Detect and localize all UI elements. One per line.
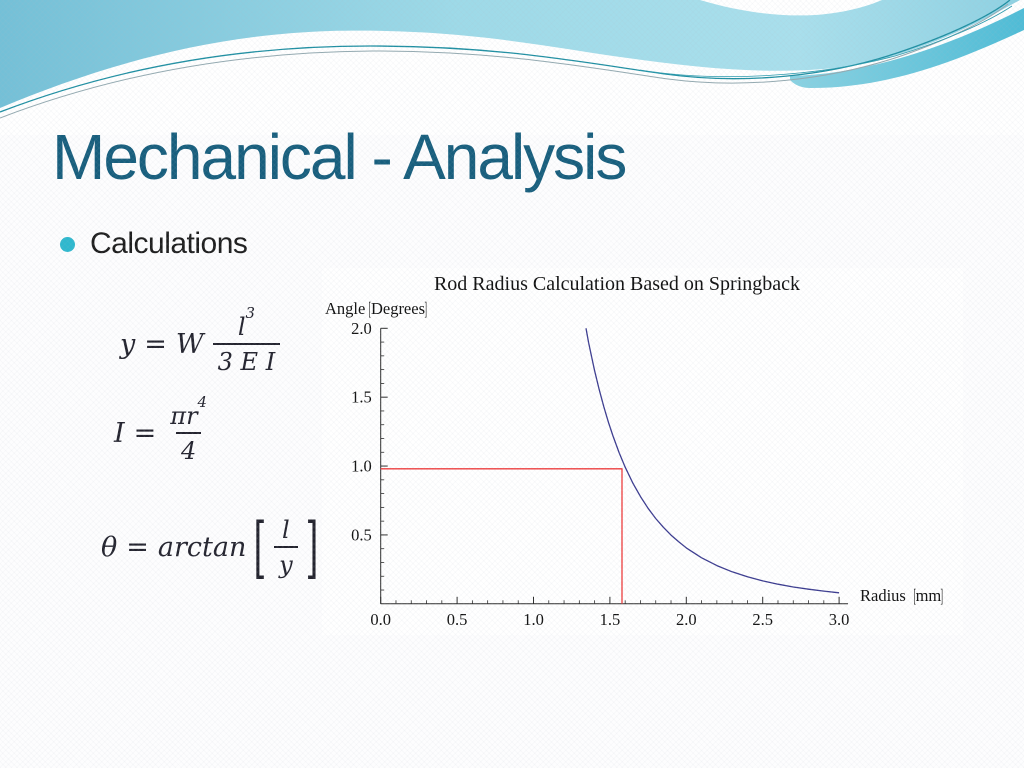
header-top-white-swoosh bbox=[700, 0, 882, 16]
fraction-denominator: 4 bbox=[176, 432, 202, 463]
y-tick-label: 1.0 bbox=[351, 457, 372, 476]
x-tick-label: 2.5 bbox=[752, 610, 773, 629]
bracket-close: ] bbox=[424, 297, 428, 320]
header-white-dome bbox=[0, 0, 1024, 135]
formula-lhs: θ bbox=[101, 532, 118, 564]
bracket-close: ] bbox=[940, 584, 944, 607]
x-tick-label: 0.5 bbox=[447, 610, 468, 629]
header-teal-band bbox=[790, 8, 1024, 88]
x-axis-label: Radius [mm] bbox=[860, 584, 944, 607]
formula-moment-of-inertia: I = πr4 4 bbox=[114, 392, 212, 463]
fraction-denominator: y bbox=[274, 546, 298, 577]
x-tick-label: 1.0 bbox=[523, 610, 544, 629]
formula-coefficient: W bbox=[175, 329, 204, 360]
slide-title: Mechanical - Analysis bbox=[52, 121, 627, 193]
header-wave-decoration bbox=[0, 0, 1024, 135]
chart-title: Rod Radius Calculation Based on Springba… bbox=[433, 273, 801, 295]
x-tick-label: 2.0 bbox=[676, 610, 697, 629]
bullet-item: Calculations bbox=[60, 227, 248, 261]
fraction-numerator: l3 bbox=[237, 303, 255, 341]
bullet-dot-icon bbox=[60, 236, 75, 252]
series-target_radius_reference bbox=[380, 468, 623, 604]
header-thin-line-gray bbox=[0, 3, 1009, 119]
right-bracket: ] bbox=[305, 509, 318, 586]
fraction-denominator: 3 E I bbox=[212, 343, 281, 374]
x-tick-label: 3.0 bbox=[829, 610, 850, 629]
y-axis-label: Angle [Degrees] bbox=[325, 297, 428, 320]
formula-deflection: y = W l3 3 E I bbox=[120, 303, 281, 374]
chart-panel: 0.0 0.5 1.0 1.5 2.0 2.5 3.0 0.5 1.0 1.5 2.0 Rod Ra… bbox=[322, 268, 963, 635]
y-tick-label: 1.5 bbox=[351, 388, 372, 407]
header-thin-line-teal bbox=[0, 0, 1011, 113]
equals-sign: = bbox=[133, 418, 157, 449]
header-thin-line-teal-2 bbox=[639, 5, 1013, 77]
fraction: l3 3 E I bbox=[212, 303, 281, 374]
fraction: l y bbox=[274, 518, 298, 577]
x-tick-label: 0.0 bbox=[370, 610, 391, 629]
fraction: πr4 4 bbox=[165, 392, 212, 463]
bracket-open: [ bbox=[913, 584, 917, 607]
bracket-open: [ bbox=[368, 297, 372, 320]
y-tick-label: 0.5 bbox=[351, 525, 372, 544]
chart-svg: 0.0 0.5 1.0 1.5 2.0 2.5 3.0 0.5 1.0 1.5 2.0 bbox=[351, 319, 850, 629]
left-bracket: [ bbox=[253, 509, 267, 586]
equals-sign: = bbox=[126, 532, 149, 564]
series-springback_angle_vs_radius bbox=[585, 328, 840, 594]
fraction-numerator: l bbox=[282, 516, 290, 545]
function-name: arctan bbox=[157, 532, 247, 564]
formula-lhs: I bbox=[114, 418, 125, 449]
formula-springback-angle: θ = arctan [ l y ] bbox=[101, 509, 318, 586]
formula-lhs: y bbox=[120, 329, 136, 360]
y-tick-label: 2.0 bbox=[351, 319, 372, 338]
fraction-numerator: πr4 bbox=[170, 392, 208, 430]
x-tick-label: 1.5 bbox=[600, 610, 621, 629]
bullet-label: Calculations bbox=[90, 227, 248, 260]
equals-sign: = bbox=[144, 329, 167, 360]
